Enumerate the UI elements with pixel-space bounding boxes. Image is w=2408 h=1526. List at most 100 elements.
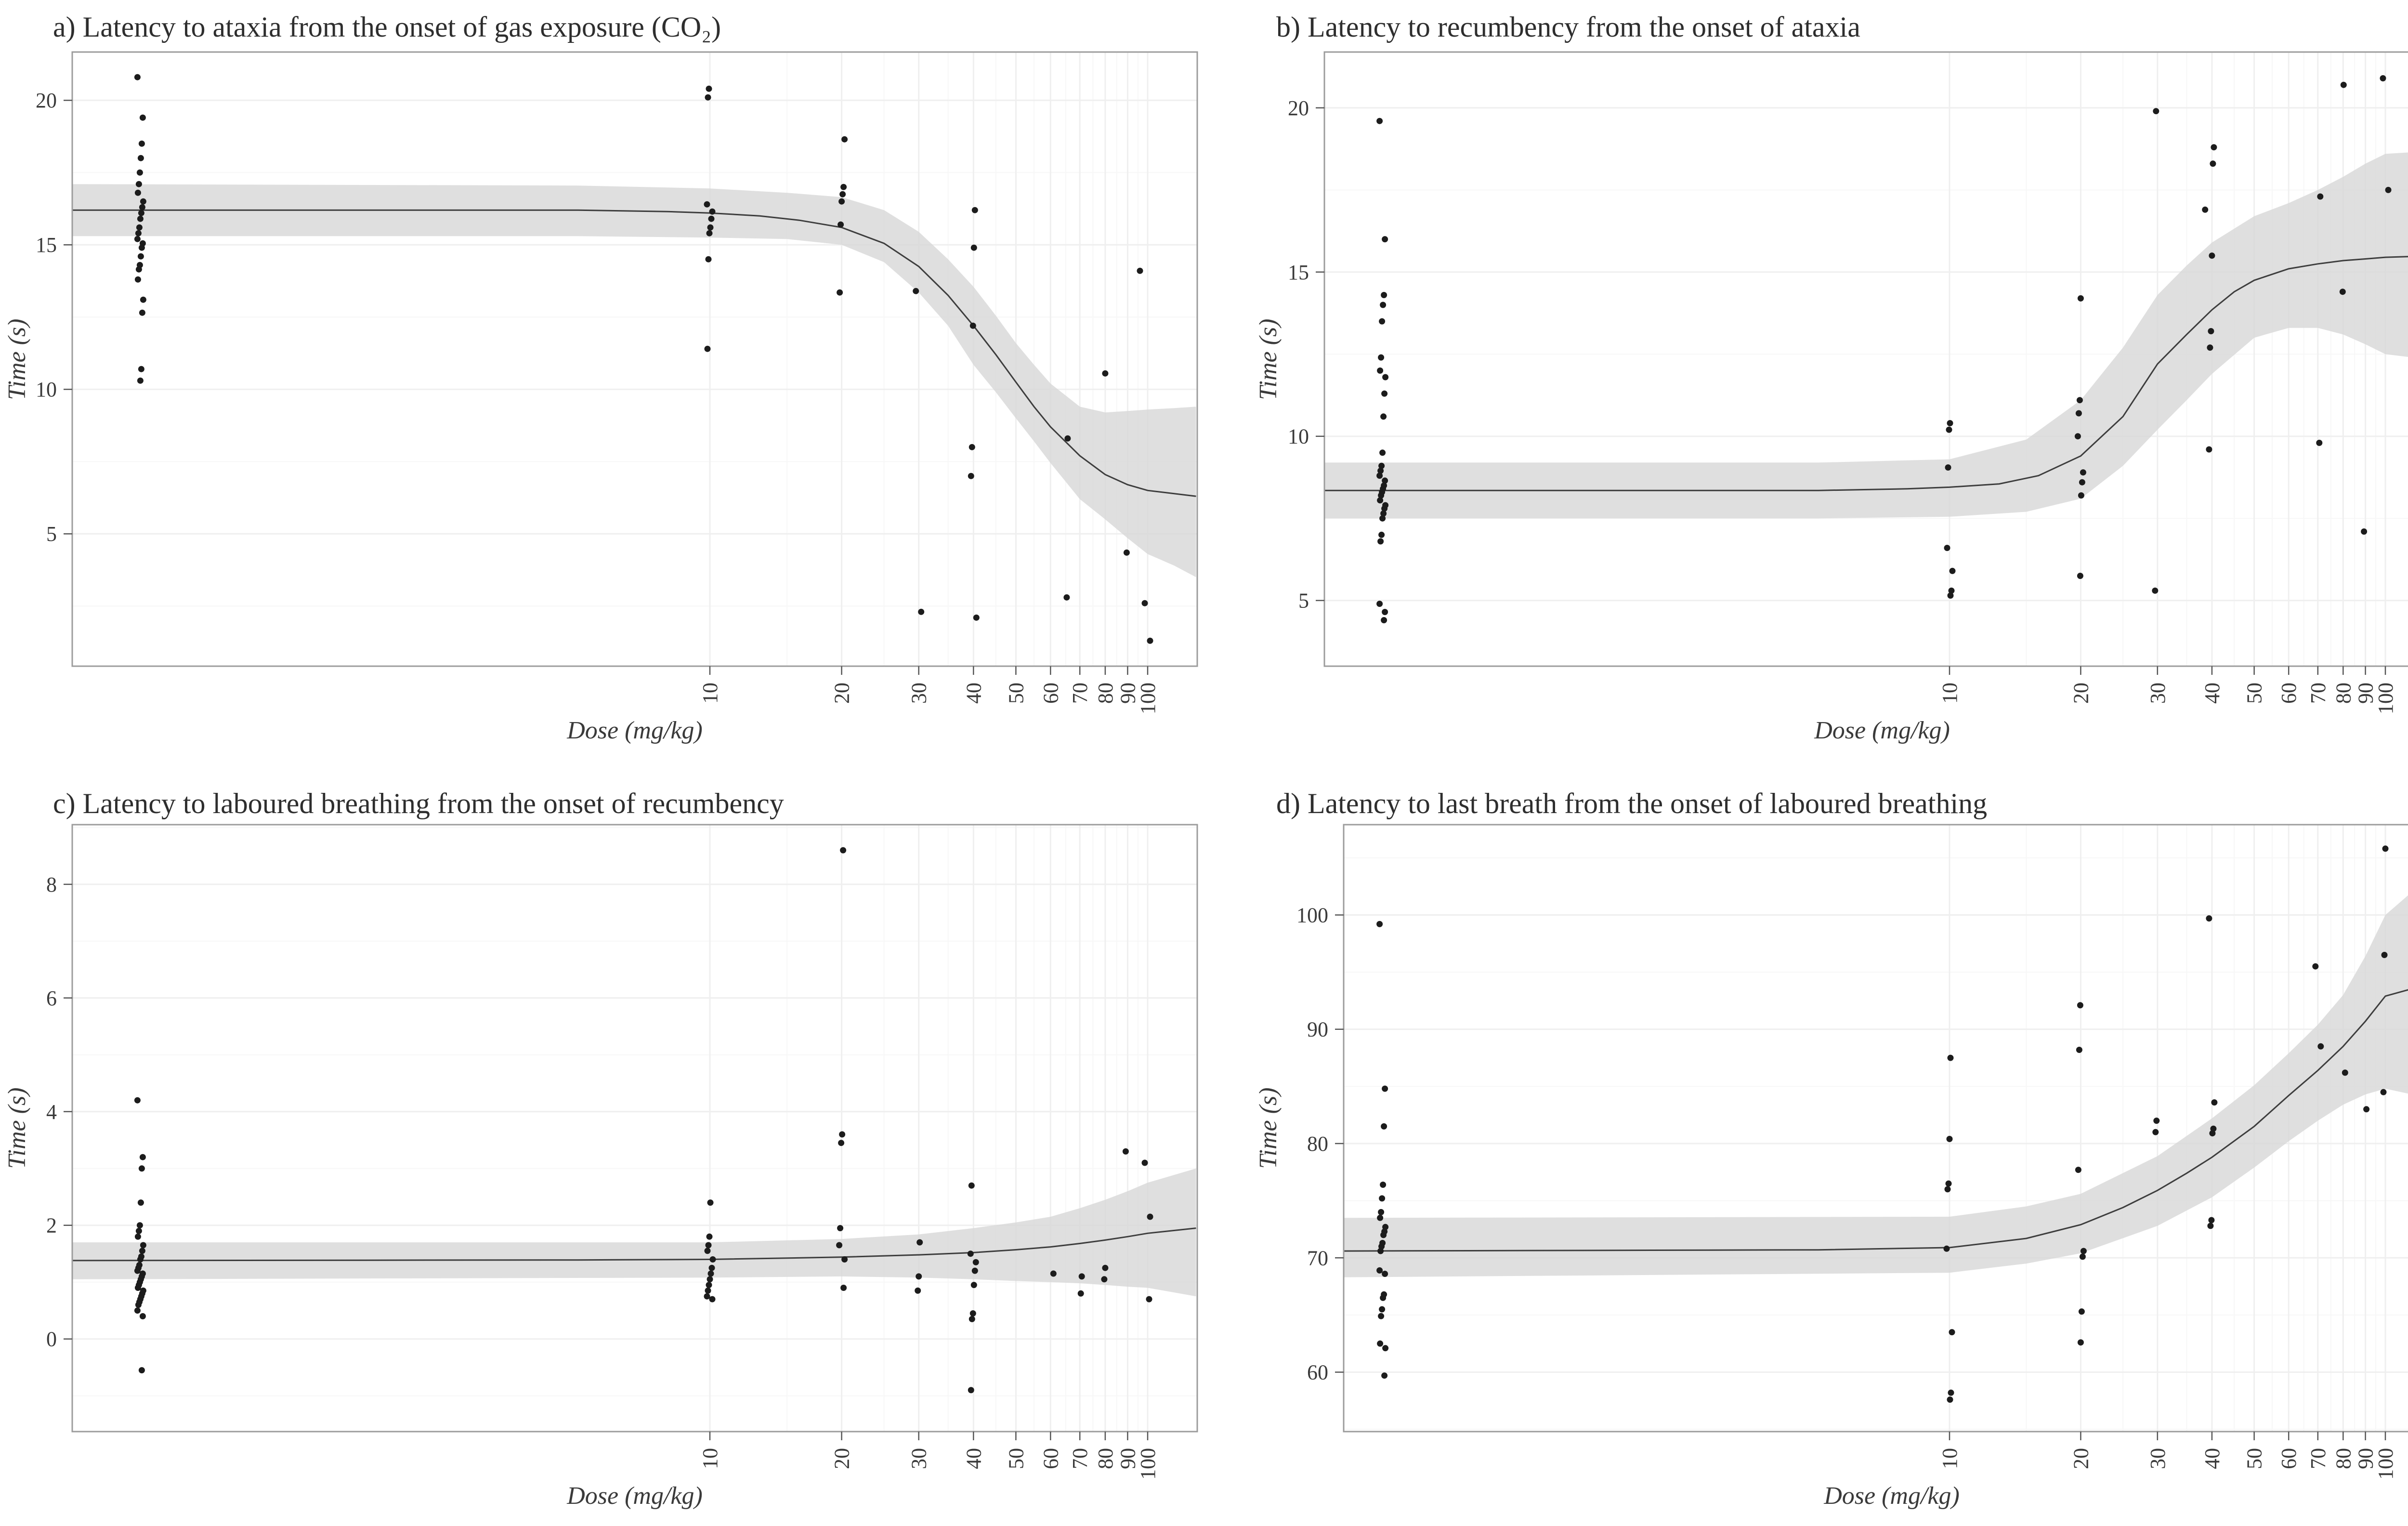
confidence-ribbon: [72, 1168, 1196, 1297]
svg-text:20: 20: [830, 683, 854, 704]
svg-text:70: 70: [1307, 1246, 1328, 1270]
svg-text:15: 15: [36, 233, 57, 257]
svg-text:90: 90: [2354, 1448, 2378, 1469]
svg-text:90: 90: [1116, 1448, 1139, 1469]
fitted-curve: [1343, 989, 2408, 1252]
svg-text:100: 100: [1296, 904, 1328, 927]
y-axis-label: Time (s): [1255, 1088, 1282, 1169]
y-axis-label: Time (s): [1255, 319, 1282, 400]
svg-text:8: 8: [46, 873, 57, 896]
panel-border: [1343, 824, 2408, 1433]
x-axis-label: Dose (mg/kg): [1823, 1482, 1960, 1510]
svg-text:70: 70: [2306, 1448, 2330, 1469]
svg-text:40: 40: [962, 683, 985, 704]
panel-c: c) Latency to laboured breathing from th…: [0, 763, 1228, 1526]
panel-d-title: d) Latency to last breath from the onset…: [1276, 788, 1988, 819]
svg-text:50: 50: [1004, 683, 1028, 704]
x-axis-label: Dose (mg/kg): [566, 717, 703, 744]
svg-text:10: 10: [698, 1448, 722, 1469]
svg-text:80: 80: [1094, 1448, 1117, 1469]
svg-text:70: 70: [2306, 683, 2330, 704]
svg-text:100: 100: [1136, 1448, 1160, 1480]
fitted-curve: [1324, 256, 2408, 491]
panel-b-title: b) Latency to recumbency from the onset …: [1276, 11, 1860, 43]
data-points: [134, 74, 1153, 644]
svg-text:90: 90: [1307, 1018, 1328, 1041]
svg-text:20: 20: [2069, 1448, 2093, 1469]
svg-text:40: 40: [962, 1448, 985, 1469]
svg-text:60: 60: [1039, 683, 1062, 704]
svg-text:90: 90: [1116, 683, 1139, 704]
gridlines: [72, 825, 1197, 1432]
svg-text:100: 100: [2374, 1448, 2397, 1480]
svg-text:10: 10: [1288, 425, 1309, 448]
svg-text:20: 20: [830, 1448, 854, 1469]
svg-text:2: 2: [46, 1214, 57, 1237]
svg-text:6: 6: [46, 987, 57, 1010]
svg-text:50: 50: [2243, 683, 2266, 704]
svg-text:40: 40: [2200, 683, 2224, 704]
svg-text:0: 0: [46, 1328, 57, 1351]
svg-text:5: 5: [1298, 589, 1309, 613]
confidence-ribbon: [72, 184, 1196, 578]
svg-text:10: 10: [1938, 1448, 1962, 1469]
svg-text:20: 20: [36, 89, 57, 112]
x-axis-label: Dose (mg/kg): [1814, 717, 1950, 744]
gridlines: [1324, 52, 2408, 666]
y-axis-label: Time (s): [3, 319, 31, 400]
svg-text:10: 10: [698, 683, 722, 704]
confidence-ribbon: [1324, 152, 2408, 519]
svg-text:15: 15: [1288, 261, 1309, 284]
data-points: [1376, 845, 2389, 1403]
svg-text:50: 50: [2243, 1448, 2266, 1469]
svg-text:30: 30: [907, 1448, 931, 1469]
svg-text:4: 4: [46, 1100, 57, 1124]
svg-text:40: 40: [2200, 1448, 2224, 1469]
y-axis-label: Time (s): [3, 1088, 31, 1169]
panel-b: b) Latency to recumbency from the onset …: [1228, 0, 2408, 763]
svg-text:30: 30: [907, 683, 931, 704]
panel-border: [71, 51, 1198, 667]
gridlines: [72, 52, 1197, 666]
x-axis-label: Dose (mg/kg): [566, 1482, 703, 1510]
svg-text:100: 100: [1136, 683, 1160, 714]
panel-d: d) Latency to last breath from the onset…: [1228, 763, 2408, 1526]
svg-text:90: 90: [2354, 683, 2378, 704]
svg-text:20: 20: [1288, 96, 1309, 120]
svg-text:10: 10: [36, 378, 57, 401]
svg-text:50: 50: [1004, 1448, 1028, 1469]
svg-text:80: 80: [2331, 1448, 2355, 1469]
svg-text:70: 70: [1068, 683, 1092, 704]
svg-text:70: 70: [1068, 1448, 1092, 1469]
svg-text:30: 30: [2146, 683, 2170, 704]
panel-border: [71, 824, 1198, 1433]
panel-c-title: c) Latency to laboured breathing from th…: [53, 788, 784, 819]
panel-a: a) Latency to ataxia from the onset of g…: [0, 0, 1228, 763]
svg-text:60: 60: [2277, 1448, 2301, 1469]
data-points: [134, 847, 1153, 1394]
panel-a-title: a) Latency to ataxia from the onset of g…: [53, 11, 721, 43]
svg-text:60: 60: [1307, 1361, 1328, 1384]
svg-text:80: 80: [1307, 1132, 1328, 1156]
svg-text:20: 20: [2069, 683, 2093, 704]
svg-text:80: 80: [2331, 683, 2355, 704]
panel-border: [1323, 51, 2408, 667]
svg-text:5: 5: [46, 522, 57, 546]
svg-text:30: 30: [2146, 1448, 2170, 1469]
svg-text:80: 80: [1094, 683, 1117, 704]
fitted-curve: [72, 209, 1196, 497]
data-points: [1376, 75, 2392, 623]
svg-text:60: 60: [2277, 683, 2301, 704]
svg-text:10: 10: [1938, 683, 1962, 704]
svg-text:100: 100: [2374, 683, 2397, 714]
confidence-ribbon: [1344, 895, 2408, 1277]
